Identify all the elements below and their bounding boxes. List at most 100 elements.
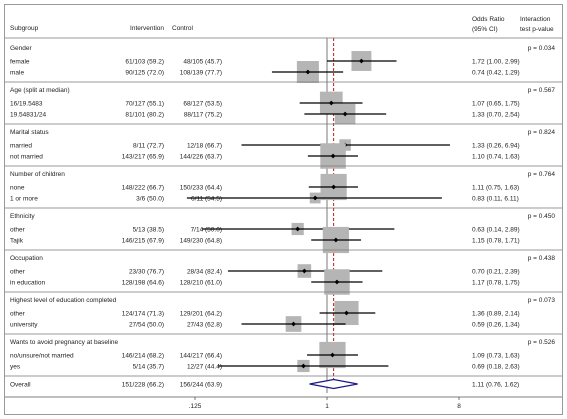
point-estimate <box>330 352 335 358</box>
odds-ratio-value: 0.59 (0.26, 1.34) <box>472 321 520 328</box>
intervention-value: 8/11 (72.7) <box>133 142 164 149</box>
row-label: 19.54831/24 <box>10 111 47 118</box>
odds-ratio-value: 0.69 (0.18, 2.63) <box>472 363 520 370</box>
row-label: male <box>10 69 24 76</box>
row-label: in education <box>10 279 45 286</box>
group-title: Marital status <box>10 129 49 136</box>
intervention-value: 3/6 (50.0) <box>136 195 164 202</box>
odds-ratio-value: 1.09 (0.73, 1.63) <box>472 352 520 359</box>
intervention-value: 23/30 (76.7) <box>129 268 164 275</box>
intervention-value: 5/13 (38.5) <box>133 226 164 233</box>
overall-diamond <box>309 378 358 390</box>
header-control: Control <box>172 25 194 32</box>
group-title: Highest level of education completed <box>10 297 117 304</box>
overall-intervention: 151/228 (66.2) <box>122 381 164 388</box>
group-title: Ethnicity <box>10 213 35 220</box>
point-estimate <box>342 111 348 117</box>
x-tick-label: 1 <box>325 403 329 410</box>
control-value: 12/18 (66.7) <box>187 142 222 149</box>
odds-ratio-value: 0.74 (0.42, 1.29) <box>472 69 520 76</box>
odds-ratio-value: 0.63 (0.14, 2.89) <box>472 226 520 233</box>
odds-ratio-value: 0.70 (0.21, 2.39) <box>472 268 520 275</box>
header-subgroup: Subgroup <box>10 25 39 32</box>
control-value: 28/34 (82.4) <box>187 268 222 275</box>
odds-ratio-value: 0.83 (0.11, 6.11) <box>472 195 519 202</box>
group-title: Wants to avoid pregnancy at baseline <box>10 339 119 346</box>
control-value: 88/117 (75.2) <box>184 111 222 118</box>
point-estimate <box>291 321 296 327</box>
control-value: 144/226 (63.7) <box>180 153 222 160</box>
control-value: 149/230 (64.8) <box>180 237 222 244</box>
point-estimate <box>301 268 307 274</box>
header-odds-ratio: Odds Ratio <box>472 16 505 23</box>
plot-border <box>4 4 563 415</box>
intervention-value: 61/103 (59.2) <box>125 58 164 65</box>
control-value: 27/43 (62.8) <box>187 321 222 328</box>
point-estimate <box>301 363 306 369</box>
interaction-p-value: p = 0.764 <box>528 171 556 178</box>
intervention-value: 124/174 (71.3) <box>122 310 164 317</box>
row-label: other <box>10 268 26 275</box>
point-estimate <box>312 195 318 201</box>
row-label: female <box>10 58 30 65</box>
control-value: 68/127 (53.5) <box>183 100 222 107</box>
group-title: Age (split at median) <box>10 87 70 94</box>
odds-ratio-value: 1.17 (0.78, 1.75) <box>472 279 520 286</box>
odds-ratio-value: 1.11 (0.75, 1.63) <box>472 184 519 191</box>
point-estimate <box>295 226 301 232</box>
intervention-value: 128/198 (64.6) <box>122 279 164 286</box>
odds-ratio-value: 1.33 (0.70, 2.54) <box>472 111 520 118</box>
intervention-value: 81/101 (80.2) <box>125 111 164 118</box>
row-label: other <box>10 310 26 317</box>
point-estimate <box>331 184 337 190</box>
row-label: no/unsure/not married <box>10 352 74 359</box>
odds-ratio-value: 1.72 (1.00, 2.99) <box>472 58 520 65</box>
interaction-p-value: p = 0.526 <box>528 339 556 346</box>
odds-ratio-value: 1.36 (0.89, 2.14) <box>472 310 520 317</box>
x-tick-label: 8 <box>457 403 461 410</box>
overall-control: 156/244 (63.9) <box>180 381 222 388</box>
control-value: 128/210 (61.0) <box>180 279 222 286</box>
header-p-value: test p-value <box>520 26 554 33</box>
overall-odds-ratio: 1.11 (0.76, 1.62) <box>472 381 519 388</box>
row-label: other <box>10 226 26 233</box>
interaction-p-value: p = 0.438 <box>528 255 556 262</box>
control-value: 108/139 (77.7) <box>180 69 222 76</box>
row-label: 16/19.5483 <box>10 100 43 107</box>
interaction-p-value: p = 0.450 <box>528 213 556 220</box>
header-ci: (95% CI) <box>472 26 498 33</box>
x-axis: .125 1 8 <box>5 396 562 410</box>
row-label: 1 or more <box>10 195 38 202</box>
row-label: yes <box>10 363 21 370</box>
row-label: not married <box>10 153 43 160</box>
group-title: Number of children <box>10 171 65 178</box>
forest-rows: Gender p = 0.034 female 61/103 (59.2) 48/105… <box>5 37 562 393</box>
intervention-value: 143/217 (65.9) <box>122 153 164 160</box>
point-estimate <box>328 100 334 106</box>
row-label: none <box>10 184 25 191</box>
overall-label: Overall <box>10 381 31 388</box>
control-value: 6/11 (54.5) <box>191 195 222 202</box>
point-estimate <box>333 237 339 243</box>
intervention-value: 5/14 (35.7) <box>133 363 164 370</box>
interaction-p-value: p = 0.073 <box>528 297 556 304</box>
odds-ratio-value: 1.33 (0.26, 6.94) <box>472 142 520 149</box>
point-estimate <box>344 310 349 316</box>
header-interaction: Interaction <box>520 16 551 23</box>
control-value: 150/233 (64.4) <box>180 184 222 191</box>
group-title: Occupation <box>10 255 43 262</box>
odds-ratio-value: 1.15 (0.78, 1.71) <box>472 237 520 244</box>
interaction-p-value: p = 0.034 <box>528 45 556 52</box>
control-value: 129/201 (64.2) <box>180 310 222 317</box>
point-estimate <box>330 153 336 159</box>
control-value: 144/217 (66.4) <box>180 352 222 359</box>
intervention-value: 90/125 (72.0) <box>125 69 164 76</box>
point-estimate <box>305 69 311 75</box>
intervention-value: 70/127 (55.1) <box>125 100 164 107</box>
group-title: Gender <box>10 45 33 52</box>
point-estimate <box>334 279 340 285</box>
header-intervention: Intervention <box>130 25 164 32</box>
interaction-p-value: p = 0.567 <box>528 87 556 94</box>
